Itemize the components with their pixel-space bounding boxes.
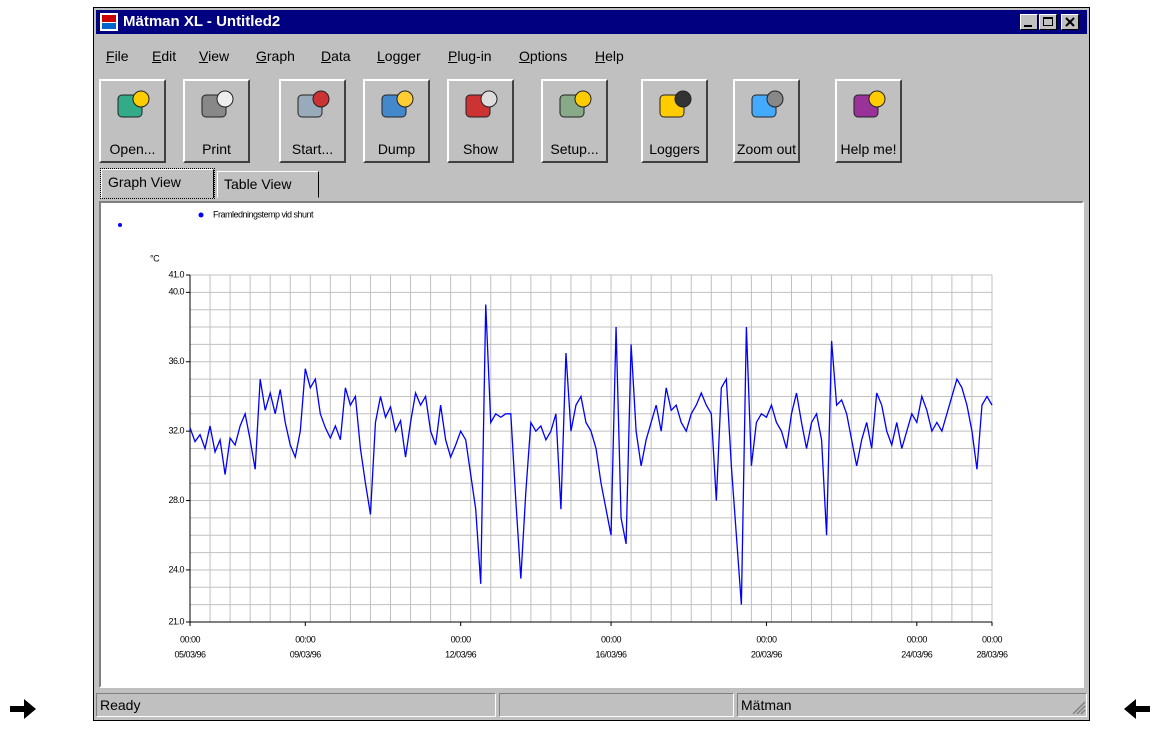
button-icon — [201, 90, 234, 118]
x-tick-label: 20/03/96 — [751, 649, 783, 659]
chart: °C 21.0 24.0 28.0 32.0 36.0 40.0 41.0 00:00 05/0… — [118, 209, 1009, 659]
status-segment — [499, 693, 734, 717]
toolbar-button[interactable]: Open... — [99, 79, 166, 163]
legend-label: Framledningstemp vid shunt — [213, 209, 314, 219]
toolbar-button[interactable]: Setup... — [541, 79, 608, 163]
x-tick-label: 00:00 — [601, 634, 622, 644]
decoration-dot — [118, 223, 122, 227]
tab[interactable]: Table View — [217, 171, 319, 198]
button-icon — [853, 90, 886, 118]
x-tick-label: 00:00 — [295, 634, 316, 644]
button-icon — [559, 90, 592, 118]
y-tick-label: 21.0 — [168, 616, 184, 626]
y-tick-label: 36.0 — [168, 356, 184, 366]
button-label: Print — [202, 141, 231, 157]
arrow-left — [1124, 699, 1150, 719]
toolbar-button[interactable]: Dump — [363, 79, 430, 163]
button-icon — [659, 90, 692, 118]
menu-item[interactable]: Data — [321, 48, 351, 64]
x-tick-label: 28/03/96 — [976, 649, 1008, 659]
close-button[interactable] — [1061, 14, 1079, 30]
menu-item[interactable]: Options — [519, 48, 568, 64]
button-label: Loggers — [649, 141, 700, 157]
y-tick-label: 41.0 — [168, 269, 184, 279]
toolbar-button[interactable]: Zoom out — [733, 79, 800, 163]
x-tick-label: 00:00 — [451, 634, 472, 644]
button-label: Show — [462, 141, 499, 157]
menu-item[interactable]: Logger — [377, 48, 421, 64]
x-tick-label: 00:00 — [907, 634, 928, 644]
button-label: Open... — [109, 141, 156, 157]
data-line — [189, 304, 993, 605]
status-segment: Mätman — [737, 693, 1087, 717]
button-label: Help me! — [840, 141, 897, 157]
menu-item[interactable]: File — [106, 48, 129, 64]
app-icon — [100, 13, 118, 31]
button-icon — [465, 90, 498, 118]
y-tick-label: 40.0 — [168, 287, 184, 297]
x-tick-label: 12/03/96 — [445, 649, 477, 659]
arrow-right — [10, 699, 36, 719]
x-tick-label: 00:00 — [180, 634, 201, 644]
graph-panel: °C 21.0 24.0 28.0 32.0 36.0 40.0 41.0 00:00 05/0… — [99, 201, 1084, 688]
button-label: Setup... — [550, 141, 599, 157]
x-tick-label: 09/03/96 — [290, 649, 322, 659]
y-tick-label: 24.0 — [168, 564, 184, 574]
x-tick-label: 00:00 — [982, 634, 1003, 644]
toolbar-button[interactable]: Start... — [279, 79, 346, 163]
y-axis-label: °C — [150, 253, 160, 263]
window-title: Mätman XL - Untitled2 — [123, 13, 281, 30]
button-icon — [117, 90, 150, 118]
status-segment: Ready — [96, 693, 496, 717]
minimize-button[interactable] — [1020, 14, 1038, 30]
y-tick-label: 32.0 — [168, 426, 184, 436]
button-label: Dump — [377, 141, 416, 157]
title-bar: Mätman XL - Untitled2 — [96, 10, 1087, 34]
button-label: Zoom out — [736, 141, 797, 157]
menu-item[interactable]: Help — [595, 48, 624, 64]
maximize-button[interactable] — [1039, 14, 1057, 30]
menu-item[interactable]: View — [199, 48, 230, 64]
legend-marker — [198, 212, 204, 218]
tab[interactable]: Graph View — [100, 168, 215, 199]
toolbar-button[interactable]: Show — [447, 79, 514, 163]
x-tick-label: 00:00 — [756, 634, 777, 644]
x-tick-label: 24/03/96 — [901, 649, 933, 659]
toolbar-button[interactable]: Print — [183, 79, 250, 163]
size-grip[interactable] — [1072, 701, 1086, 715]
button-icon — [381, 90, 414, 118]
button-icon — [751, 90, 784, 118]
menu-item[interactable]: Plug-in — [448, 48, 492, 64]
y-tick-label: 28.0 — [168, 495, 184, 505]
menu-item[interactable]: Graph — [256, 48, 295, 64]
window: Mätman XL - Untitled2 °C 21.0 24.0 28.0 32.… — [93, 7, 1090, 721]
menu-item[interactable]: Edit — [152, 48, 177, 64]
toolbar-button[interactable]: Loggers — [641, 79, 708, 163]
toolbar-button[interactable]: Help me! — [835, 79, 902, 163]
button-label: Start... — [291, 141, 334, 157]
x-tick-label: 16/03/96 — [596, 649, 628, 659]
button-icon — [297, 90, 330, 118]
x-tick-label: 05/03/96 — [174, 649, 206, 659]
